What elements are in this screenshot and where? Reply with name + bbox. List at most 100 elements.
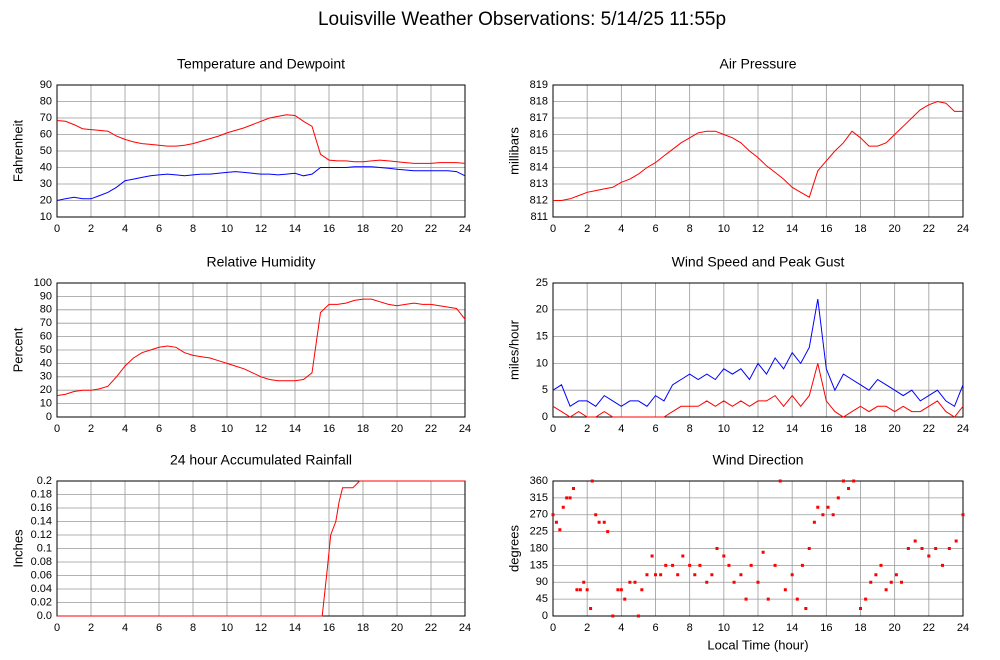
data-point — [934, 547, 938, 550]
x-tick-label: 14 — [786, 622, 798, 634]
data-point — [611, 614, 615, 618]
x-tick-label: 14 — [786, 423, 798, 435]
data-point — [636, 614, 640, 618]
data-line — [552, 363, 964, 418]
x-tick-label: 12 — [752, 622, 764, 634]
x-tick-label: 12 — [255, 622, 267, 634]
y-tick-label: 812 — [530, 194, 548, 206]
chart-title: Relative Humidity — [207, 254, 316, 270]
y-axis-label: Percent — [10, 327, 25, 372]
data-point — [761, 550, 765, 554]
data-point — [812, 520, 816, 524]
data-point — [954, 539, 958, 543]
x-tick-label: 16 — [820, 622, 832, 634]
y-tick-label: 10 — [536, 357, 548, 369]
x-tick-label: 4 — [122, 622, 128, 634]
chart-title: Air Pressure — [719, 56, 796, 72]
y-tick-label: 817 — [530, 112, 548, 124]
y-tick-label: 40 — [40, 161, 52, 173]
x-tick-label: 18 — [854, 423, 866, 435]
x-tick-label: 4 — [618, 223, 624, 235]
x-tick-label: 12 — [255, 223, 267, 235]
data-point — [790, 573, 794, 577]
y-tick-label: 20 — [536, 304, 548, 316]
x-tick-label: 6 — [156, 423, 162, 435]
x-tick-label: 6 — [652, 622, 658, 634]
x-tick-label: 8 — [687, 423, 693, 435]
x-tick-label: 22 — [923, 622, 935, 634]
y-axis-label: degrees — [506, 525, 521, 572]
y-tick-label: 40 — [40, 357, 52, 369]
plot-frame — [552, 480, 964, 617]
x-tick-label: 0 — [54, 622, 60, 634]
x-tick-label: 0 — [54, 223, 60, 235]
x-tick-label: 4 — [618, 423, 624, 435]
x-tick-label: 14 — [289, 622, 301, 634]
y-tick-label: 811 — [530, 211, 548, 223]
data-point — [681, 554, 685, 558]
data-point — [847, 487, 851, 490]
y-tick-label: 815 — [530, 145, 548, 157]
x-tick-label: 20 — [889, 223, 901, 235]
x-tick-label: 0 — [550, 622, 556, 634]
y-axis-label: Fahrenheit — [10, 120, 25, 183]
data-point — [894, 573, 898, 577]
y-tick-label: 0.06 — [31, 569, 52, 581]
x-tick-label: 10 — [221, 423, 233, 435]
data-point — [582, 580, 586, 584]
data-line — [56, 298, 466, 397]
data-point — [821, 513, 825, 517]
data-point — [804, 607, 808, 610]
y-tick-label: 0.12 — [31, 529, 52, 541]
data-point — [727, 563, 731, 567]
data-point — [795, 597, 799, 601]
x-tick-label: 22 — [923, 223, 935, 235]
data-point — [879, 563, 883, 567]
x-tick-label: 2 — [88, 622, 94, 634]
x-tick-label: 18 — [854, 622, 866, 634]
y-tick-label: 20 — [40, 384, 52, 396]
x-tick-label: 0 — [550, 223, 556, 235]
y-tick-label: 90 — [40, 290, 52, 302]
data-line — [56, 166, 466, 201]
y-tick-label: 15 — [536, 331, 548, 343]
data-point — [906, 547, 910, 550]
plot-frame — [552, 282, 964, 418]
x-tick-label: 16 — [820, 223, 832, 235]
x-tick-label: 4 — [122, 423, 128, 435]
data-point — [859, 607, 862, 610]
x-tick-label: 22 — [425, 423, 437, 435]
x-tick-label: 2 — [584, 223, 590, 235]
x-tick-label: 18 — [854, 223, 866, 235]
data-point — [659, 573, 663, 577]
data-point — [650, 554, 654, 558]
y-tick-label: 360 — [530, 475, 548, 487]
x-tick-label: 18 — [357, 223, 369, 235]
y-tick-label: 818 — [530, 95, 548, 107]
y-tick-label: 813 — [530, 178, 548, 190]
data-line — [57, 480, 465, 617]
y-tick-label: 10 — [40, 211, 52, 223]
y-tick-label: 90 — [536, 576, 548, 588]
data-point — [619, 588, 623, 592]
data-point — [715, 547, 719, 550]
y-axis-label: Inches — [10, 529, 25, 568]
data-point — [941, 563, 944, 567]
y-tick-label: 80 — [40, 95, 52, 107]
data-point — [874, 573, 878, 577]
x-tick-label: 8 — [190, 423, 196, 435]
x-tick-label: 18 — [357, 622, 369, 634]
x-tick-label: 12 — [752, 223, 764, 235]
y-axis-label: miles/hour — [506, 319, 521, 380]
data-line — [56, 114, 466, 164]
x-tick-label: 16 — [323, 423, 335, 435]
y-tick-label: 0.0 — [37, 610, 52, 622]
data-point — [920, 547, 924, 550]
x-tick-label: 2 — [584, 622, 590, 634]
data-point — [756, 580, 760, 584]
data-point — [800, 563, 804, 567]
x-tick-label: 18 — [357, 423, 369, 435]
y-tick-label: 90 — [40, 79, 52, 91]
data-point — [602, 520, 606, 524]
